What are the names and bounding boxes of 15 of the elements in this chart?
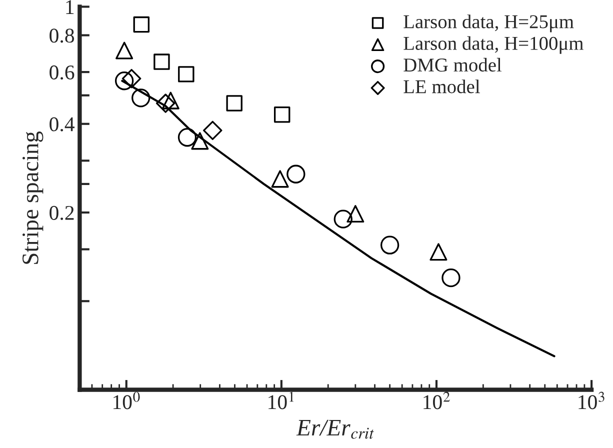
- legend-label: Larson data, H=25μm: [404, 14, 574, 32]
- legend-label: Larson data, H=100μm: [404, 36, 584, 54]
- y-axis-title: Stripe spacing: [22, 131, 44, 264]
- x-tick-label: 10$^{0}$: [114, 392, 140, 410]
- legend-label: DMG model: [404, 58, 502, 72]
- y-tick-label: 0.8: [50, 28, 74, 43]
- y-tick-label: 1: [66, 0, 74, 14]
- x-axis-title: Er/Er$_{crit}$: [296, 420, 374, 439]
- x-tick-label: 10$^{1}$: [268, 392, 294, 410]
- x-tick-label: 10$^{2}$: [424, 392, 450, 410]
- y-tick-label: 0.4: [50, 117, 75, 132]
- y-tick-label: 0.2: [50, 206, 74, 220]
- y-tick-label: 0.6: [50, 65, 74, 80]
- legend-label: LE model: [404, 80, 480, 94]
- x-tick-label: 10$^{3}$: [578, 392, 604, 410]
